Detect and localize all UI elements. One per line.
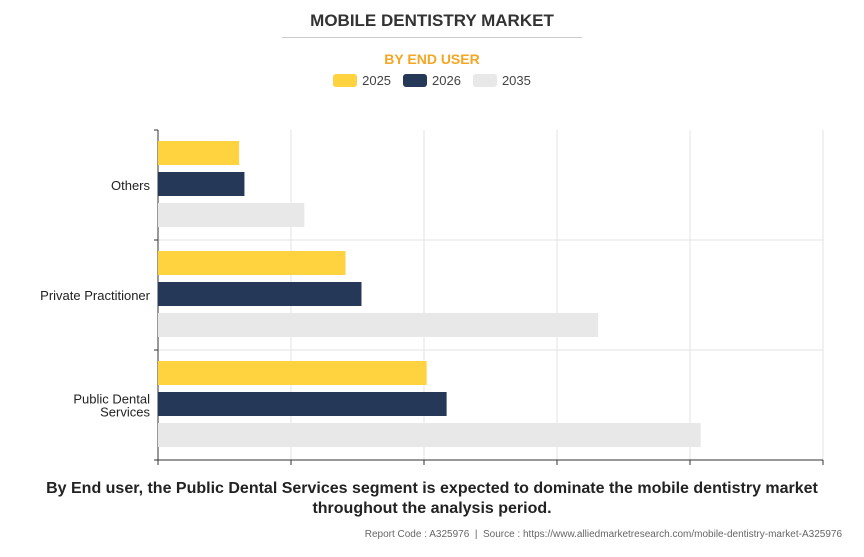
- bar-2025: [158, 361, 427, 385]
- chart-title: MOBILE DENTISTRY MARKET: [310, 11, 554, 30]
- category-label: Services: [100, 405, 150, 420]
- bar-2025: [158, 251, 346, 275]
- bar-2035: [158, 423, 701, 447]
- bar-2035: [158, 313, 599, 337]
- category-label: Public Dental: [73, 392, 150, 407]
- source-footer: Report Code : A325976 | Source : https:/…: [364, 529, 842, 540]
- chart-description: By End user, the Public Dental Services …: [46, 480, 818, 517]
- category-label: Others: [111, 178, 151, 193]
- title-divider: [282, 37, 582, 38]
- bar-2025: [158, 141, 240, 165]
- legend-item: 2025: [333, 73, 391, 88]
- legend-item: 2035: [472, 73, 531, 88]
- legend-item: 2026: [403, 73, 461, 88]
- legend-swatch: [472, 74, 497, 87]
- category-label: Private Practitioner: [40, 288, 150, 303]
- legend: 2025 2026 2035: [0, 73, 864, 88]
- bar-2026: [158, 392, 447, 416]
- legend-swatch: [403, 74, 428, 87]
- legend-swatch: [333, 74, 358, 87]
- bar-2026: [158, 172, 245, 196]
- chart-subtitle: BY END USER: [384, 51, 480, 67]
- legend-label: 2026: [432, 73, 461, 88]
- legend-label: 2035: [501, 73, 531, 88]
- bar-2035: [158, 203, 305, 227]
- bar-2026: [158, 282, 362, 306]
- legend-label: 2025: [362, 73, 392, 88]
